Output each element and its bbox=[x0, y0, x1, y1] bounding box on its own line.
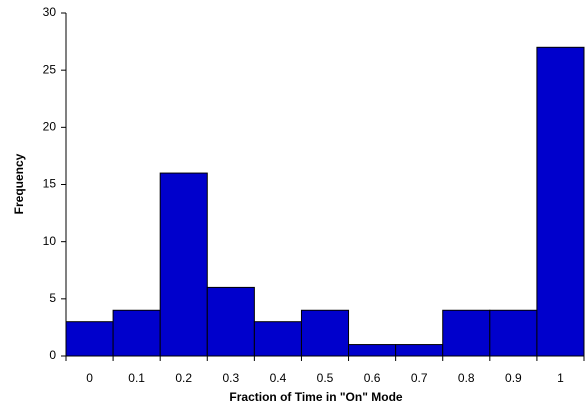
y-tick-label: 20 bbox=[43, 120, 57, 134]
bar bbox=[442, 309, 491, 357]
bar bbox=[489, 309, 538, 357]
x-tick-label: 1 bbox=[557, 371, 564, 385]
bar bbox=[253, 321, 302, 357]
bar bbox=[536, 46, 585, 357]
x-tick-label: 0.4 bbox=[270, 371, 287, 385]
x-tick-label: 0.6 bbox=[364, 371, 381, 385]
y-tick-label: 25 bbox=[43, 62, 57, 76]
x-tick-label: 0.5 bbox=[317, 371, 334, 385]
x-tick-label: 0.1 bbox=[128, 371, 145, 385]
bar bbox=[300, 309, 350, 357]
x-tick-label: 0.3 bbox=[222, 371, 239, 385]
x-tick-label: 0.2 bbox=[175, 371, 192, 385]
bar bbox=[206, 286, 255, 357]
y-tick-label: 0 bbox=[49, 348, 56, 362]
bar bbox=[159, 172, 208, 357]
x-tick-label: 0 bbox=[86, 371, 93, 385]
x-tick-label: 0.7 bbox=[411, 371, 428, 385]
bar bbox=[65, 321, 114, 357]
y-tick-label: 5 bbox=[49, 291, 56, 305]
y-tick-label: 30 bbox=[43, 5, 57, 19]
y-axis-label: Frequency bbox=[12, 153, 26, 214]
x-tick-label: 0.9 bbox=[505, 371, 522, 385]
y-tick-label: 15 bbox=[43, 177, 57, 191]
y-tick-label: 10 bbox=[43, 234, 57, 248]
x-axis-label: Fraction of Time in "On" Mode bbox=[229, 390, 402, 404]
bar bbox=[348, 344, 397, 357]
bar bbox=[395, 344, 444, 357]
bar bbox=[112, 309, 161, 357]
x-tick-label: 0.8 bbox=[458, 371, 475, 385]
